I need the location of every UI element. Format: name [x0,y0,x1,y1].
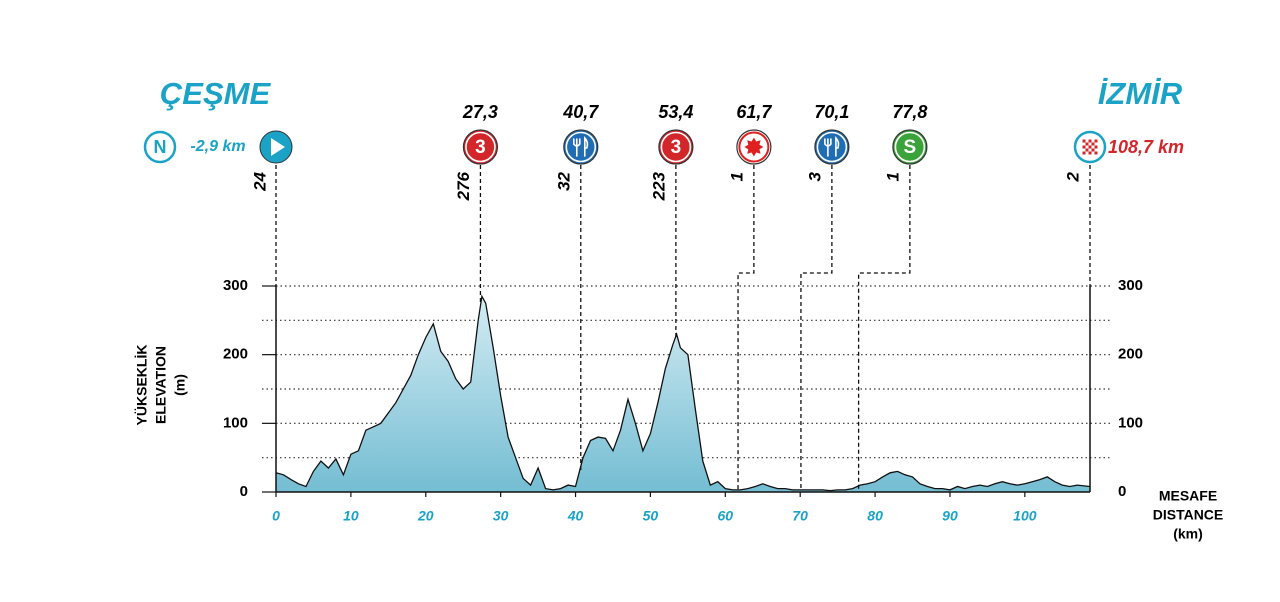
marker-elevation: 3 [805,171,824,181]
y-axis-label: ELEVATION [153,346,169,424]
climb-icon-ring [660,131,692,163]
marker-km: 61,7 [736,102,772,122]
x-tick-label: 20 [417,508,434,524]
marker-km: 27,3 [462,102,498,122]
x-axis-label: MESAFE [1159,488,1217,504]
feed-icon [814,129,850,165]
climb-category: 3 [475,137,486,158]
climb-icon [658,129,694,165]
start-elevation: 24 [250,171,269,191]
y-axis-label: (m) [172,374,188,396]
marker-km: 53,4 [658,102,693,122]
x-tick-label: 10 [343,508,359,524]
feed-icon [563,129,599,165]
marker-km: 40,7 [562,102,599,122]
y-tick-label: 300 [223,277,248,294]
elevation-area [276,296,1090,492]
x-tick-label: 90 [942,508,958,524]
x-axis-label: (km) [1173,526,1203,542]
start-play [271,138,285,156]
marker-km: 77,8 [892,102,927,122]
elevation-line [275,294,1091,492]
x-tick-label: 80 [867,508,883,524]
y-tick-label-right: 0 [1118,483,1126,500]
x-tick-label: 30 [493,508,509,524]
y-tick-label: 100 [223,414,248,431]
finish-check [1085,148,1089,152]
knife [835,136,840,157]
finish-check [1088,139,1092,143]
finish-name: İZMİR [1098,76,1183,111]
x-tick-label: 100 [1013,508,1037,524]
fork [572,138,581,157]
finish-check [1094,139,1098,143]
marker-elevation: 1 [883,172,902,181]
marker-elevation: 32 [554,171,573,190]
marker-elevation: 223 [649,171,668,201]
marker-elevation: 276 [454,171,473,201]
marker-line [857,165,911,492]
feed-icon-ring [816,131,848,163]
bonus-icon [892,129,928,165]
marker-line [800,165,833,490]
finish-check [1085,142,1089,146]
fork-knife [572,136,589,157]
climb-category: 3 [671,137,682,158]
finish-check [1082,139,1086,143]
finish-check [1094,151,1098,155]
x-tick-label: 50 [643,508,659,524]
finish-check [1088,151,1092,155]
start-badge: N [154,137,167,157]
y-axis-label: YÜKSEKLİK [134,345,150,426]
bonus-badge: S [904,137,917,158]
feed-icon-ring [565,131,597,163]
start-distance: -2,9 km [190,138,245,155]
y-tick-label-right: 300 [1118,277,1143,294]
y-tick-label: 200 [223,346,248,363]
finish-check [1082,145,1086,149]
fork [824,138,832,157]
knife [583,136,589,157]
bonus-icon-ring [894,131,926,163]
finish-elevation: 2 [1063,171,1082,182]
finish-check [1082,151,1086,155]
sprint-ring [738,131,770,163]
finish-distance: 108,7 km [1108,137,1184,157]
y-tick-label: 0 [240,483,248,500]
x-tick-label: 70 [792,508,808,524]
finish-check [1091,142,1095,146]
x-tick-label: 0 [272,508,280,524]
finish-check [1088,145,1092,149]
x-axis-label: DISTANCE [1153,507,1224,523]
start-name: ÇEŞME [160,76,272,111]
climb-icon [462,129,499,165]
marker-line [737,165,755,492]
x-tick-label: 40 [567,508,584,524]
y-tick-label-right: 100 [1118,414,1143,431]
finish-check [1091,148,1095,152]
y-tick-label-right: 200 [1118,346,1143,363]
marker-km: 70,1 [814,102,849,122]
start-badge-circle [143,130,177,164]
x-tick-label: 60 [718,508,734,524]
fork-knife [824,136,840,157]
marker-elevation: 1 [727,172,746,181]
sprint-star [744,137,764,157]
finish-check [1094,145,1098,149]
climb-icon-ring [465,131,496,163]
